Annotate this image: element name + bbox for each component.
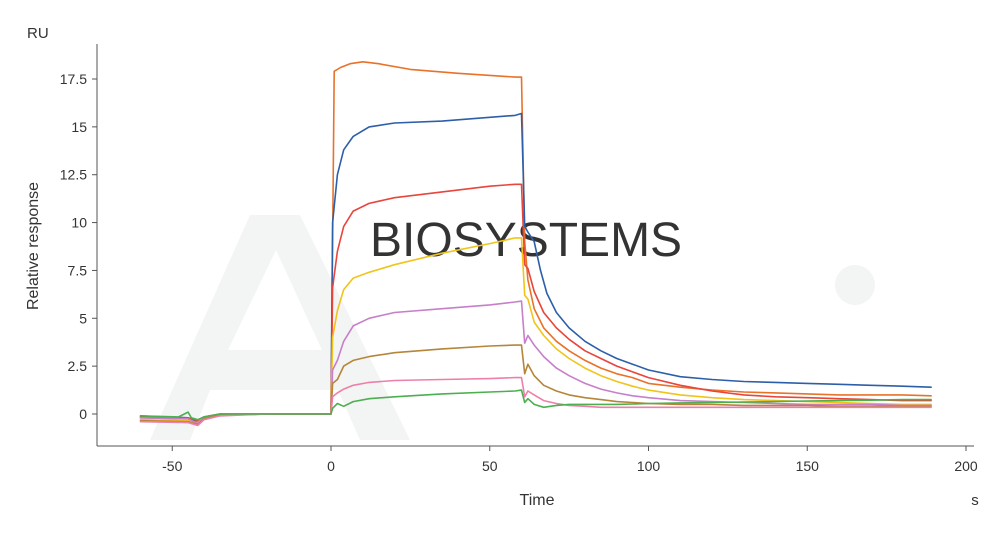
y-axis-ticks: 0 2.5 5 7.5 10 12.5 15 17.5 — [60, 71, 97, 422]
y-tick-label: 17.5 — [60, 71, 87, 87]
x-unit-label: s — [971, 492, 979, 509]
x-tick-label: -50 — [162, 458, 182, 474]
x-tick-label: 50 — [482, 458, 498, 474]
y-axis-title: Relative response — [25, 182, 42, 310]
y-tick-label: 2.5 — [68, 358, 88, 374]
x-tick-label: 150 — [796, 458, 820, 474]
plot-area: 0 2.5 5 7.5 10 12.5 15 17.5 -50 0 50 100 150 200 — [60, 44, 978, 474]
y-unit-label: RU — [27, 25, 49, 42]
x-axis-ticks: -50 0 50 100 150 200 — [162, 446, 978, 474]
watermark-dot — [835, 265, 875, 305]
watermark-letter-a — [150, 215, 410, 440]
x-tick-label: 100 — [637, 458, 661, 474]
y-tick-label: 15 — [71, 119, 87, 135]
series-line-8 — [139, 389, 932, 421]
y-tick-label: 12.5 — [60, 167, 87, 183]
x-axis-title: Time — [520, 492, 555, 509]
x-tick-label: 200 — [954, 458, 978, 474]
series-group — [139, 61, 932, 427]
y-tick-label: 7.5 — [68, 262, 88, 278]
y-tick-label: 10 — [71, 215, 87, 231]
y-tick-label: 5 — [79, 310, 87, 326]
y-tick-label: 0 — [79, 406, 87, 422]
x-tick-label: 0 — [327, 458, 335, 474]
